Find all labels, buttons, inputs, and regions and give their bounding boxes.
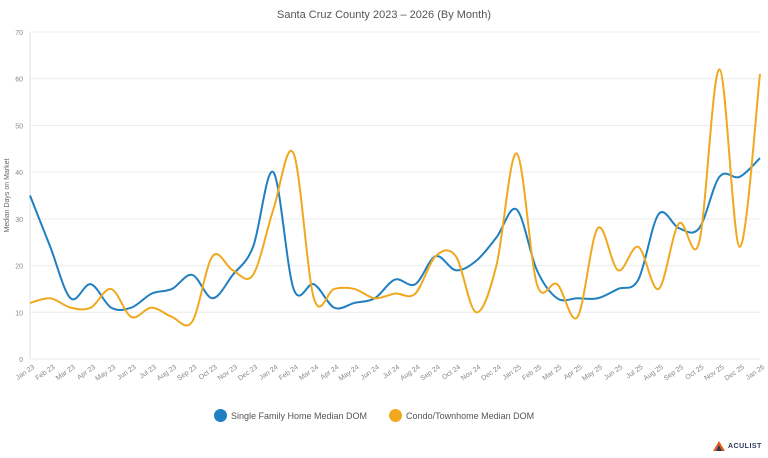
legend-swatch-condo bbox=[389, 409, 403, 422]
x-tick-label: Dec 25 bbox=[724, 364, 746, 383]
x-tick-label: Sep 24 bbox=[420, 364, 442, 383]
logo-text: ACULIST bbox=[728, 442, 762, 450]
series-line-0 bbox=[29, 157, 761, 311]
x-tick-label: Oct 25 bbox=[684, 364, 705, 382]
x-tick-label: Oct 23 bbox=[198, 364, 219, 382]
x-tick-label: Mar 24 bbox=[298, 364, 320, 382]
x-tick-label: Feb 25 bbox=[521, 364, 543, 382]
x-tick-label: Jun 25 bbox=[603, 364, 624, 382]
y-tick-label: 30 bbox=[15, 217, 23, 224]
x-tick-label: Dec 24 bbox=[480, 364, 502, 383]
x-tick-label: Mar 25 bbox=[541, 364, 563, 382]
x-tick-label: May 23 bbox=[94, 364, 117, 383]
x-tick-label: Apr 23 bbox=[76, 364, 97, 382]
y-tick-label: 0 bbox=[19, 357, 23, 364]
y-tick-label: 40 bbox=[15, 170, 23, 177]
y-axis-label: Median Days on Market bbox=[4, 158, 11, 232]
legend-label-condo: Condo/Townhome Median DOM bbox=[406, 410, 535, 421]
x-tick-label: Feb 24 bbox=[278, 364, 300, 382]
x-tick-label: Jan 25 bbox=[502, 364, 523, 382]
y-tick-label: 60 bbox=[15, 77, 23, 84]
x-tick-label: May 25 bbox=[581, 364, 604, 383]
y-tick-label: 20 bbox=[15, 264, 23, 271]
x-tick-label: Aug 25 bbox=[643, 364, 665, 383]
legend-swatch-sfh bbox=[214, 409, 227, 422]
x-tick-label: Jan 23 bbox=[15, 364, 36, 382]
x-tick-label: Feb 23 bbox=[35, 364, 57, 382]
x-tick-label: Jul 24 bbox=[382, 364, 401, 381]
x-tick-label: Jun 23 bbox=[116, 364, 137, 382]
x-tick-label: Aug 23 bbox=[156, 364, 178, 383]
x-tick-label: Aug 24 bbox=[399, 364, 421, 383]
x-tick-label: Apr 25 bbox=[563, 364, 584, 382]
x-tick-label: Sep 25 bbox=[663, 364, 685, 383]
x-tick-label: Nov 23 bbox=[217, 364, 239, 383]
legend-item-sfh[interactable]: Single Family Home Median DOM bbox=[214, 409, 367, 422]
legend-label-sfh: Single Family Home Median DOM bbox=[231, 410, 368, 421]
aculist-logo: ACULIST bbox=[713, 441, 762, 451]
logo-icon bbox=[713, 441, 725, 451]
x-tick-label: Jul 23 bbox=[138, 364, 157, 381]
chart-title: Santa Cruz County 2023 – 2026 (By Month) bbox=[276, 9, 491, 21]
x-tick-label: Dec 23 bbox=[237, 364, 259, 383]
x-tick-label: May 24 bbox=[338, 364, 361, 383]
y-tick-label: 70 bbox=[15, 30, 23, 37]
y-tick-label: 50 bbox=[15, 123, 23, 130]
x-tick-label: Jan 24 bbox=[258, 364, 279, 382]
legend: Single Family Home Median DOM Condo/Town… bbox=[214, 409, 534, 422]
x-tick-label: Oct 24 bbox=[441, 364, 462, 382]
x-tick-label: Jun 24 bbox=[360, 364, 381, 382]
x-tick-label: Apr 24 bbox=[319, 364, 340, 382]
series-line-1 bbox=[29, 68, 761, 327]
y-tick-label: 10 bbox=[15, 310, 23, 317]
x-tick-label: Jan 26 bbox=[745, 364, 766, 382]
x-tick-label: Nov 25 bbox=[703, 364, 725, 383]
x-tick-label: Nov 24 bbox=[460, 364, 482, 383]
x-tick-label: Mar 23 bbox=[55, 364, 77, 382]
legend-item-condo[interactable]: Condo/Townhome Median DOM bbox=[389, 409, 534, 422]
x-tick-label: Jul 25 bbox=[625, 364, 644, 381]
x-tick-label: Sep 23 bbox=[176, 364, 198, 383]
